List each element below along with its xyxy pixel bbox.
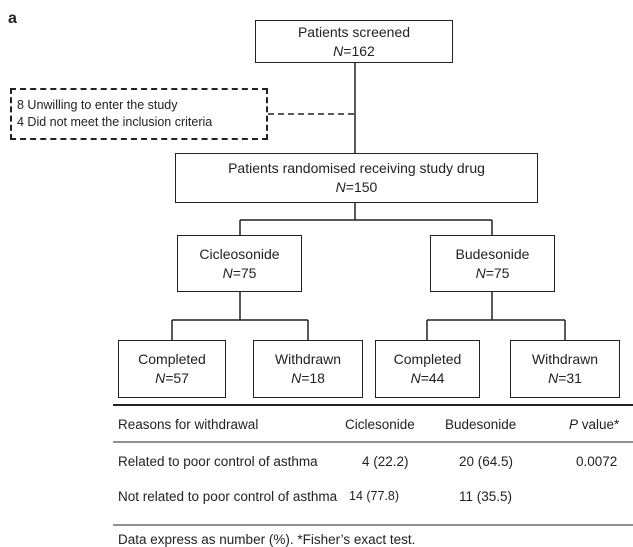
node-label: Withdrawn <box>531 351 599 367</box>
node: Patients randomised receiving study drug… <box>175 153 538 203</box>
node-n: N=18 <box>291 370 325 386</box>
node-n: N=75 <box>222 264 257 281</box>
node: Budesonide N=75 <box>430 235 555 292</box>
table-header: Reasons for withdrawal <box>118 417 259 432</box>
node-n: N=75 <box>475 264 510 281</box>
exclusion: 8 Unwilling to enter the study <box>17 98 178 112</box>
node-n: N=44 <box>410 370 445 386</box>
node-label: Withdrawn <box>274 351 342 367</box>
exclusion: 4 Did not meet the inclusion criteria <box>17 115 213 129</box>
node-label: Completed <box>138 351 206 367</box>
table-cell: 11 (35.5) <box>459 489 513 504</box>
node-n: N=31 <box>548 370 582 386</box>
node-n: N=57 <box>155 370 189 386</box>
node-n: N=150 <box>335 179 378 195</box>
footnote: Data express as number (%). *Fisher’s ex… <box>118 532 416 547</box>
node: Completed N=57 <box>118 340 226 398</box>
node: Patients screened N=162 <box>255 20 453 63</box>
table-cell: 14 (77.8) <box>349 489 400 503</box>
node: Cicleosonide N=75 <box>177 235 302 292</box>
node-label: Budesonide <box>455 245 530 262</box>
node: Completed N=44 <box>375 340 480 398</box>
node: Withdrawn N=31 <box>510 340 620 398</box>
table-cell: 4 (22.2) <box>362 454 409 469</box>
table-cell: 20 (64.5) <box>459 454 514 469</box>
table-cell: Related to poor control of asthma <box>118 454 318 469</box>
panel-label: a <box>8 10 17 27</box>
node-n: N=162 <box>333 42 375 59</box>
node-label: Cicleosonide <box>199 245 280 262</box>
table-cell: 0.0072 <box>576 454 618 469</box>
table-header: P value* <box>569 417 620 432</box>
table-header: Budesonide <box>445 417 517 432</box>
exclusion-box: 8 Unwilling to enter the study 4 Did not … <box>10 88 268 140</box>
table-header: Ciclesonide <box>345 417 415 432</box>
table-cell: Not related to poor control of asthma <box>118 489 338 504</box>
node-label: Patients screened <box>297 23 411 40</box>
node-label: Patients randomised receiving study drug <box>228 160 485 176</box>
node: Withdrawn N=18 <box>253 340 363 398</box>
node-label: Completed <box>393 351 462 367</box>
